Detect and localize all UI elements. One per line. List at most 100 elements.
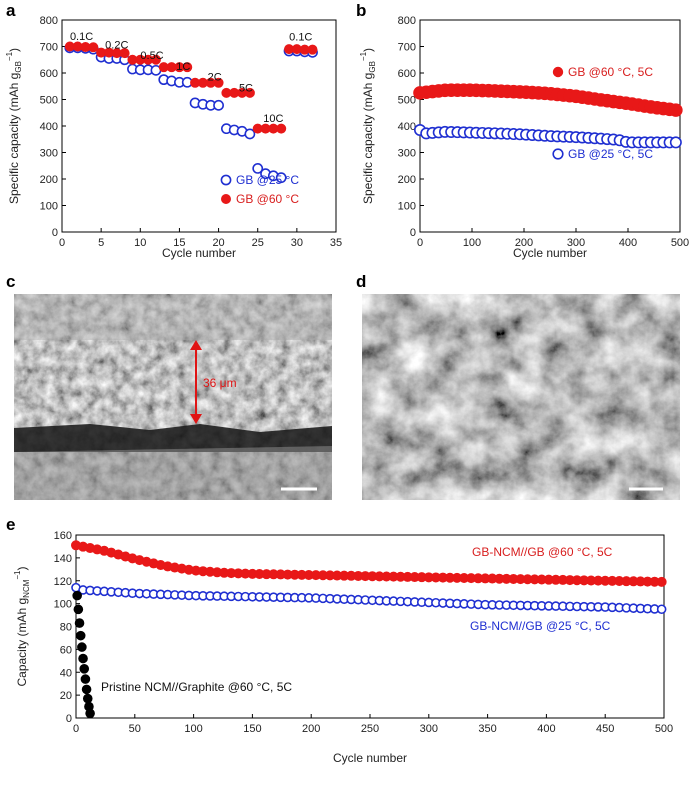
rate-label: 0.1C [70,31,93,43]
y-axis-label-sup: −1 [359,51,368,61]
x-tick-label: 30 [291,237,303,249]
data-point [78,653,88,664]
y-axis-label-sup: −1 [5,51,14,61]
y-tick-label: 300 [40,148,58,160]
rate-label: 0.1C [289,32,312,44]
panel-letter-e: e [6,515,15,534]
legend-marker [220,193,231,204]
chart-b-cycling: 0 100 200 300 400 500 0 100 200 300 400 500 600 700 80… [359,15,689,260]
y-tick-label: 700 [398,42,416,54]
chart-a-rate-capability: 0 5 10 15 20 25 30 35 0 100 200 300 400 500 600 700 800 C… [5,15,342,260]
legend-marker [220,174,232,186]
x-tick-label: 0 [417,237,423,249]
data-point [669,103,683,117]
x-tick-label: 20 [212,237,224,249]
x-tick-label: 25 [252,237,264,249]
panel-letter-c: c [6,272,15,291]
rate-label: 0.5C [140,50,163,62]
y-tick-label: 200 [40,174,58,186]
thickness-label: 36 μm [203,376,237,390]
data-point [656,576,667,587]
data-point [81,684,92,695]
plot-frame-b [419,19,681,233]
data-point [75,630,86,641]
y-tick-label: 120 [54,576,72,588]
y-tick-label: 600 [40,68,58,80]
y-tick-label: 0 [410,227,416,239]
y-tick-label: 140 [54,553,72,565]
y-axis-label-main: Specific capacity (mAh g [7,73,21,204]
data-point [77,642,87,652]
y-tick-label: 100 [54,599,72,611]
y-tick-label: 160 [54,530,72,542]
data-point [82,693,93,704]
x-tick-label: 200 [302,723,320,735]
y-tick-label: 200 [398,174,416,186]
y-axis-label-sub: NCM [22,579,31,598]
y-axis-label-sup: −1 [13,570,22,580]
data-point [85,708,95,719]
legend-label: GB @60 °C, 5C [568,65,653,79]
legend-label: GB @25 °C [236,173,299,187]
data-point [213,99,224,111]
x-tick-label: 15 [173,237,185,249]
data-point [275,172,287,184]
x-axis-label: Cycle number [162,246,236,260]
y-tick-label: 500 [40,95,58,107]
x-tick-label: 5 [98,237,104,249]
x-tick-label: 0 [59,237,65,249]
legend-marker [552,66,564,78]
series-points-e [71,540,667,719]
data-point [213,77,224,88]
micrograph-c-surface-band [14,294,332,340]
data-point [244,128,256,140]
x-tick-label: 100 [463,237,481,249]
data-point [150,54,161,65]
series-label: GB-NCM//GB @25 °C, 5C [470,619,611,633]
y-tick-label: 400 [398,121,416,133]
y-axis-label-main: Specific capacity (mAh g [361,73,375,204]
x-tick-label: 400 [619,237,637,249]
data-point [72,590,82,601]
y-axis-label: Specific capacity (mAh gGB−1) [359,48,377,204]
data-point [79,664,90,674]
y-tick-label: 60 [60,644,72,656]
x-tick-label: 10 [134,237,146,249]
y-tick-label: 800 [398,15,416,27]
y-axis-label-sub: GB [14,61,23,73]
x-tick-label: 350 [478,723,496,735]
legend-label: GB @60 °C [236,192,299,206]
x-tick-label: 250 [361,723,379,735]
x-tick-label: 150 [243,723,261,735]
series-points-a [64,41,318,184]
panel-letter-d: d [356,272,366,291]
series-points-b [413,83,683,149]
data-point [182,62,193,73]
legend-label: GB @25 °C, 5C [568,147,653,161]
data-point [656,604,667,615]
x-tick-label: 100 [184,723,202,735]
y-tick-label: 0 [52,227,58,239]
legend-marker [552,148,564,160]
panel-letter-a: a [6,1,16,20]
micrograph-c-substrate [14,446,332,500]
x-tick-label: 450 [596,723,614,735]
rate-label: 5C [239,83,253,95]
data-point [119,48,130,59]
x-tick-label: 50 [129,723,141,735]
data-point [244,87,255,98]
thickness-arrow-head-down [190,414,202,424]
data-point [88,42,99,53]
data-point [276,123,287,134]
y-axis-label-sub: GB [368,61,377,73]
y-tick-label: 500 [398,95,416,107]
series-label: GB-NCM//GB @60 °C, 5C [472,545,613,559]
y-tick-label: 700 [40,42,58,54]
data-point [80,674,91,684]
y-tick-label: 40 [60,667,72,679]
data-point [252,162,264,174]
micrograph-d-surface [362,294,680,500]
y-axis-label-end: ) [361,48,375,52]
x-tick-label: 35 [330,237,342,249]
micrograph-c-gap [14,424,332,452]
